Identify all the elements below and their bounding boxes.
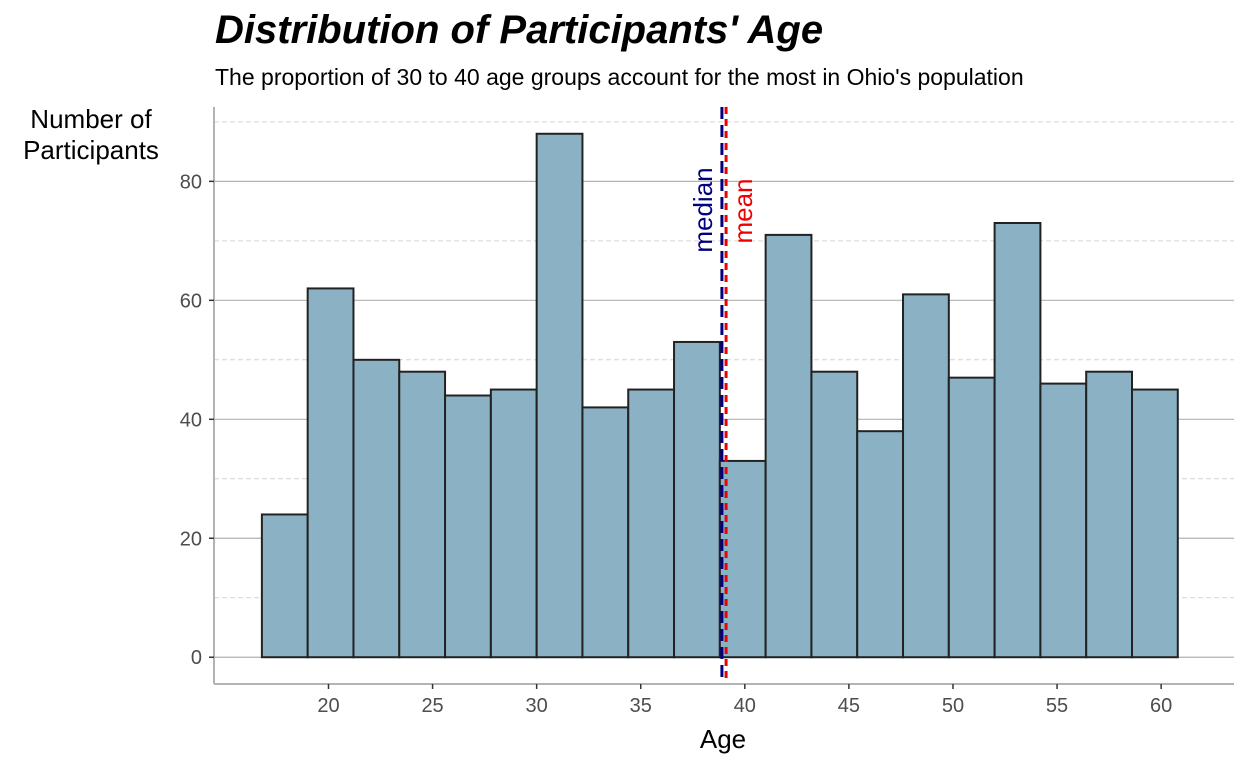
x-tick-label: 30 bbox=[526, 695, 548, 717]
reference-lines: median mean bbox=[688, 107, 758, 684]
x-tick-label: 45 bbox=[838, 695, 860, 717]
histogram-bar bbox=[306, 287, 355, 659]
axes bbox=[213, 107, 1234, 685]
histogram-bar bbox=[627, 388, 676, 659]
histogram-bar bbox=[535, 132, 584, 659]
x-tick-label: 25 bbox=[421, 695, 443, 717]
x-tick-label: 20 bbox=[317, 695, 339, 717]
x-tick-label: 50 bbox=[942, 695, 964, 717]
histogram-bar bbox=[1085, 370, 1134, 659]
histogram-bar bbox=[993, 221, 1042, 659]
y-tick-label: 0 bbox=[191, 647, 202, 669]
x-tick-label: 55 bbox=[1046, 695, 1068, 717]
y-tick-label: 40 bbox=[180, 409, 202, 431]
chart-title: Distribution of Participants' Age bbox=[215, 8, 824, 52]
y-axis-title-line-1: Number of bbox=[30, 104, 152, 134]
histogram-bar bbox=[489, 388, 538, 659]
y-tick-label: 60 bbox=[180, 290, 202, 312]
y-axis-ticks: 0 20 40 60 80 bbox=[180, 171, 214, 669]
y-tick-label: 20 bbox=[180, 528, 202, 550]
mean-label: mean bbox=[728, 178, 758, 243]
x-axis-title: Age bbox=[700, 724, 746, 754]
y-tick-label: 80 bbox=[180, 171, 202, 193]
histogram-bar bbox=[1039, 382, 1088, 659]
histogram-bar bbox=[352, 358, 401, 659]
histogram-bar bbox=[947, 376, 996, 659]
x-axis-ticks: 20 25 30 35 40 45 50 55 60 bbox=[317, 684, 1172, 717]
histogram-bar bbox=[444, 394, 492, 659]
histogram-bar bbox=[810, 370, 859, 659]
histogram-bars bbox=[260, 132, 1179, 659]
x-tick-label: 40 bbox=[734, 695, 756, 717]
histogram-bar bbox=[856, 430, 905, 659]
histogram-bar bbox=[260, 513, 309, 659]
median-label: median bbox=[688, 167, 718, 252]
x-tick-label: 35 bbox=[630, 695, 652, 717]
histogram-bar bbox=[764, 233, 813, 659]
y-axis-title: Number of Participants bbox=[0, 104, 182, 166]
chart-subtitle: The proportion of 30 to 40 age groups ac… bbox=[215, 64, 1024, 90]
histogram-bar bbox=[581, 406, 630, 659]
y-axis-title-line-2: Participants bbox=[23, 135, 159, 165]
x-tick-label: 60 bbox=[1150, 695, 1172, 717]
histogram-bar bbox=[398, 370, 447, 659]
histogram-bar bbox=[1131, 388, 1179, 659]
histogram-bar bbox=[902, 293, 950, 659]
histogram-bar bbox=[673, 340, 721, 659]
